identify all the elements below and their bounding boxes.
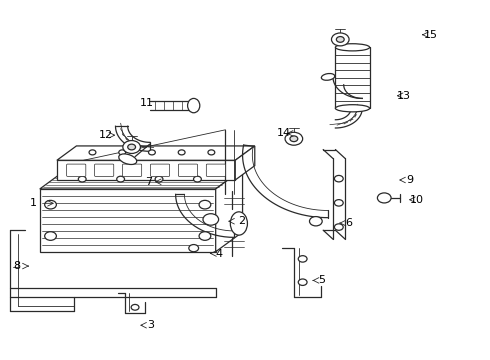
FancyBboxPatch shape: [206, 164, 225, 176]
Circle shape: [203, 214, 219, 225]
Circle shape: [178, 150, 185, 155]
Polygon shape: [216, 169, 243, 252]
Circle shape: [334, 224, 343, 230]
Circle shape: [377, 193, 391, 203]
Circle shape: [78, 176, 86, 182]
Text: 13: 13: [397, 91, 411, 101]
Ellipse shape: [230, 212, 247, 235]
Ellipse shape: [321, 73, 335, 80]
Circle shape: [189, 244, 198, 252]
Text: 6: 6: [345, 218, 352, 228]
Circle shape: [117, 176, 124, 182]
Text: 5: 5: [318, 275, 326, 285]
FancyBboxPatch shape: [178, 164, 197, 176]
Circle shape: [194, 176, 201, 182]
Circle shape: [89, 150, 96, 155]
Circle shape: [298, 256, 307, 262]
Ellipse shape: [335, 44, 369, 51]
Text: 15: 15: [424, 30, 438, 40]
Circle shape: [148, 150, 155, 155]
Circle shape: [336, 37, 344, 42]
Text: 12: 12: [98, 130, 113, 140]
Circle shape: [310, 217, 322, 226]
Circle shape: [128, 144, 136, 150]
Polygon shape: [40, 169, 243, 189]
Text: 7: 7: [145, 177, 152, 187]
Circle shape: [285, 132, 303, 145]
Text: 9: 9: [406, 175, 414, 185]
Circle shape: [334, 175, 343, 182]
Polygon shape: [57, 160, 235, 180]
Text: 4: 4: [216, 248, 223, 258]
Circle shape: [119, 150, 125, 155]
Text: 2: 2: [238, 216, 245, 226]
Polygon shape: [40, 189, 216, 252]
Circle shape: [45, 201, 56, 209]
FancyBboxPatch shape: [67, 164, 86, 176]
Polygon shape: [235, 146, 255, 180]
Text: 11: 11: [140, 98, 154, 108]
Circle shape: [155, 176, 163, 182]
Text: 3: 3: [147, 320, 155, 330]
FancyBboxPatch shape: [122, 164, 142, 176]
Circle shape: [199, 232, 211, 240]
Circle shape: [334, 200, 343, 206]
FancyBboxPatch shape: [150, 164, 170, 176]
Ellipse shape: [335, 105, 369, 112]
Circle shape: [45, 232, 56, 240]
Text: 1: 1: [30, 198, 37, 208]
Polygon shape: [57, 146, 255, 160]
Text: 14: 14: [277, 129, 291, 138]
Circle shape: [208, 150, 215, 155]
Ellipse shape: [119, 154, 137, 165]
Circle shape: [331, 33, 349, 46]
Ellipse shape: [188, 98, 200, 113]
Circle shape: [199, 201, 211, 209]
Text: 8: 8: [13, 261, 20, 271]
Circle shape: [131, 305, 139, 310]
Circle shape: [123, 140, 141, 153]
FancyBboxPatch shape: [95, 164, 114, 176]
Text: 10: 10: [409, 195, 423, 205]
Circle shape: [290, 136, 298, 141]
Circle shape: [298, 279, 307, 285]
